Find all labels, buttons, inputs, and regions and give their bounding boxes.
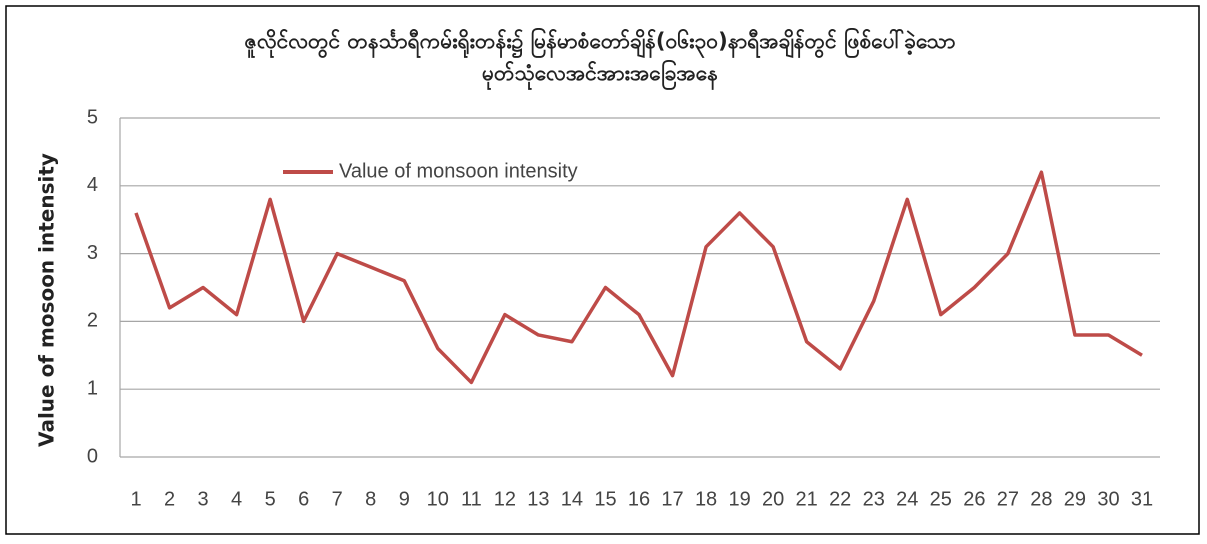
x-tick-label: 7: [332, 488, 343, 510]
legend-label: Value of monsoon intensity: [339, 160, 578, 182]
y-tick-label: 0: [87, 445, 98, 467]
x-tick-label: 8: [365, 488, 376, 510]
y-axis-label: Value of mosoon intensity: [35, 153, 59, 447]
y-tick-label: 5: [87, 106, 98, 128]
x-tick-label: 24: [896, 488, 918, 510]
x-tick-label: 31: [1131, 488, 1153, 510]
chart-frame: [5, 5, 1200, 535]
x-tick-label: 18: [695, 488, 717, 510]
x-tick-label: 6: [298, 488, 309, 510]
x-tick-label: 11: [461, 488, 482, 510]
x-tick-label: 19: [728, 488, 750, 510]
x-tick-label: 1: [130, 488, 141, 510]
x-tick-label: 20: [762, 488, 784, 510]
x-tick-label: 30: [1097, 488, 1119, 510]
x-tick-label: 10: [427, 488, 449, 510]
x-tick-label: 5: [265, 488, 276, 510]
x-tick-label: 27: [997, 488, 1019, 510]
data-line: [134, 170, 1143, 385]
x-tick-label: 25: [930, 488, 952, 510]
y-tick-label: 1: [87, 377, 98, 399]
x-tick-label: 16: [628, 488, 650, 510]
x-tick-label: 28: [1030, 488, 1052, 510]
y-tick-label: 3: [87, 242, 98, 264]
x-tick-label: 23: [863, 488, 885, 510]
x-tick-label: 3: [198, 488, 209, 510]
x-tick-label: 22: [829, 488, 851, 510]
x-tick-label: 14: [561, 488, 583, 510]
x-tick-label: 17: [661, 488, 683, 510]
x-tick-label: 29: [1064, 488, 1086, 510]
x-tick-label: 21: [796, 488, 818, 510]
x-tick-label: 15: [594, 488, 616, 510]
x-tick-label: 13: [527, 488, 549, 510]
y-tick-label: 2: [87, 310, 98, 332]
x-tick-label: 26: [963, 488, 985, 510]
x-tick-label: 4: [231, 488, 242, 510]
y-tick-label: 4: [87, 174, 98, 196]
x-tick-label: 2: [164, 488, 175, 510]
x-tick-label: 12: [494, 488, 516, 510]
x-tick-label: 9: [399, 488, 410, 510]
